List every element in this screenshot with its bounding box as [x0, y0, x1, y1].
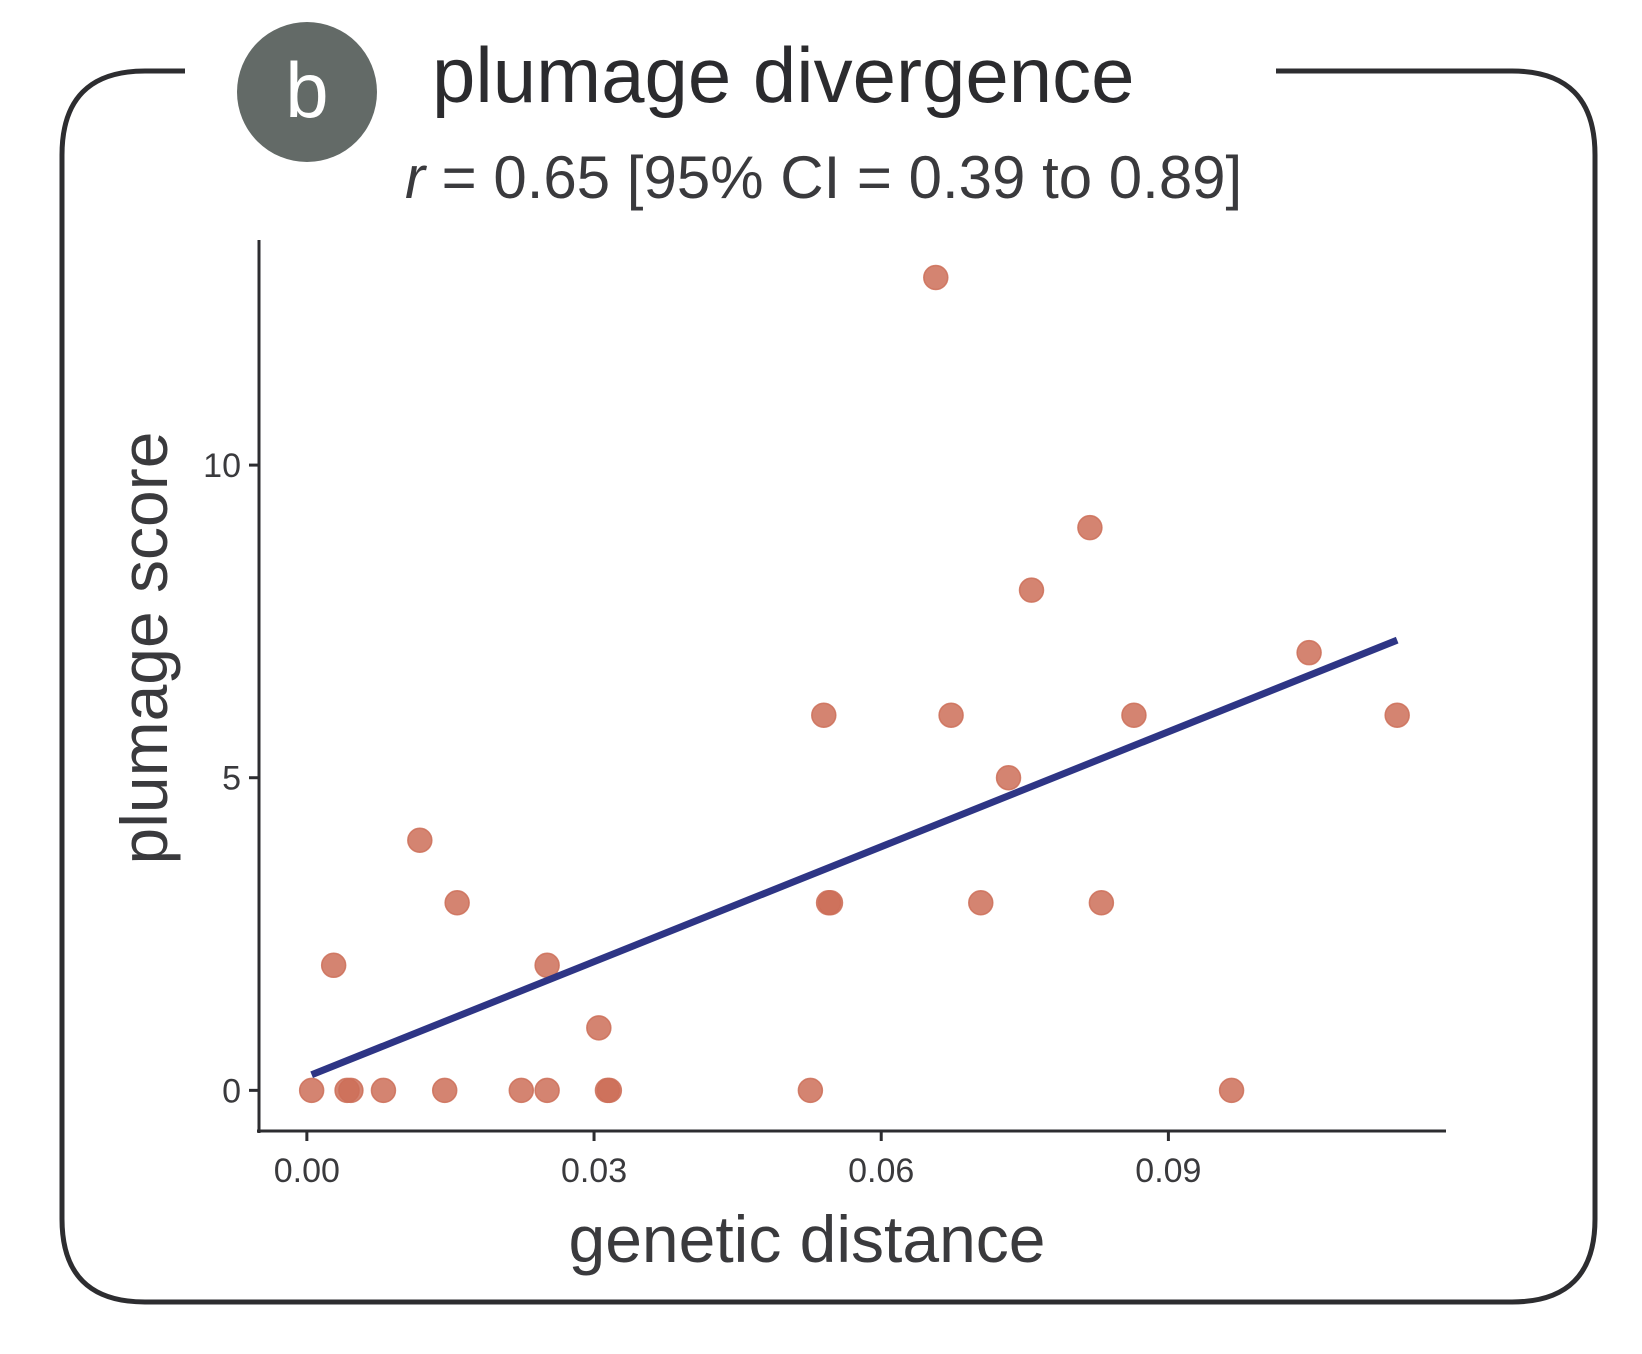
regression-line [310, 636, 1399, 1078]
scatter-point [923, 264, 949, 291]
panel-title: plumage divergence [432, 31, 1134, 119]
scatter-point [431, 1077, 458, 1104]
scatter-point [596, 1077, 623, 1104]
subtitle-statistics: = 0.65 [95% CI = 0.39 to 0.89] [425, 144, 1242, 211]
scatter-point [811, 702, 837, 728]
panel-badge [237, 22, 377, 162]
panel-subtitle: r = 0.65 [95% CI = 0.39 to 0.89] [405, 144, 1242, 211]
x-tick-label: 0.06 [848, 1152, 914, 1190]
scatter-point [1018, 577, 1045, 603]
scatter-point [817, 890, 844, 916]
subtitle-r-symbol: r [405, 144, 427, 211]
x-ticks: 0.00 0.03 0.06 0.09 [274, 1131, 1201, 1190]
y-tick-label: 10 [203, 447, 241, 485]
scatter-point [298, 1077, 325, 1104]
y-axis-label: plumage score [107, 432, 181, 865]
scatter-point [1218, 1077, 1245, 1104]
scatter-point [407, 827, 433, 854]
scatter-point [320, 952, 347, 979]
scatter-points [298, 264, 1410, 1104]
scatter-point [586, 1015, 612, 1041]
panel-frame [59, 68, 1598, 1305]
y-tick-label: 5 [222, 760, 241, 798]
scatter-point [508, 1077, 535, 1104]
scatter-point [370, 1077, 397, 1104]
x-tick-label: 0.00 [274, 1152, 340, 1190]
scatter-point [1121, 702, 1147, 728]
y-tick-label: 0 [222, 1072, 241, 1110]
scatter-point [995, 764, 1022, 791]
scatter-point [968, 890, 994, 916]
scatter-point [1088, 890, 1115, 916]
scatter-point [938, 702, 964, 728]
scatter-point [1384, 702, 1410, 728]
scatter-point [444, 890, 470, 916]
y-ticks: 0 5 10 [203, 447, 259, 1110]
scatter-point [338, 1077, 364, 1104]
scatter-point [797, 1077, 824, 1104]
scatter-point [534, 1077, 560, 1104]
x-tick-label: 0.03 [561, 1152, 627, 1190]
x-tick-label: 0.09 [1135, 1152, 1201, 1190]
panel-badge-letter: b [285, 46, 328, 134]
scatter-point [1077, 514, 1103, 541]
x-axis-label: genetic distance [569, 1202, 1046, 1276]
scatter-point [1296, 639, 1322, 666]
